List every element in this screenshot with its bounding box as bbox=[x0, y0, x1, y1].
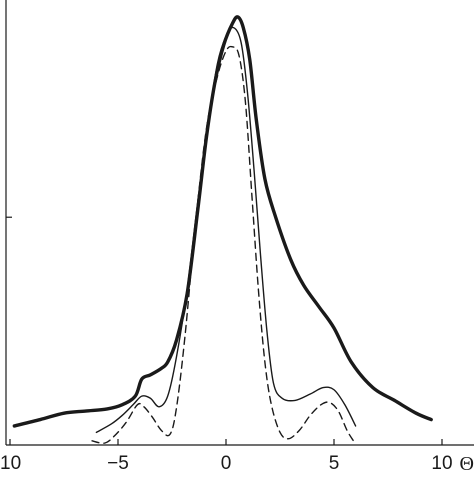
series-line-thin bbox=[95, 26, 357, 434]
series-line-dashed bbox=[91, 45, 355, 444]
series-group bbox=[12, 15, 433, 444]
tick-labels: 10 −5 0 5 10 Θ bbox=[0, 453, 474, 475]
x-tick-label: 10 bbox=[431, 453, 452, 474]
x-tick-label: 0 bbox=[221, 453, 232, 474]
axes bbox=[5, 0, 474, 446]
x-tick-label: 5 bbox=[329, 453, 340, 474]
series-line-thick bbox=[12, 15, 433, 428]
x-axis-label: Θ bbox=[460, 453, 474, 475]
x-tick-label: 10 bbox=[0, 453, 21, 474]
x-tick-label: −5 bbox=[107, 453, 129, 474]
